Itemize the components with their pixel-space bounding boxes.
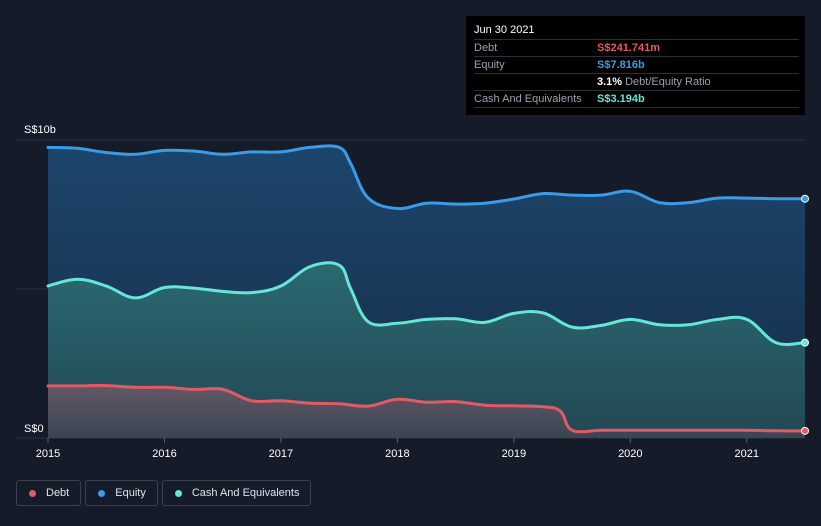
y-axis-top-label: S$10b: [24, 124, 56, 136]
tooltip-row-ratio: 3.1% Debt/Equity Ratio: [474, 74, 799, 91]
tooltip-ratio-label: Debt/Equity Ratio: [625, 76, 711, 88]
series-end-markers: [801, 194, 809, 435]
tooltip-label: Equity: [474, 59, 505, 71]
x-tick-label-2017: 2017: [269, 448, 293, 460]
line-debt: [46, 384, 807, 434]
tooltip-date: Jun 30 2021: [474, 22, 799, 40]
tooltip-value-cash: S$3.194b: [597, 93, 645, 105]
x-tick-label-2016: 2016: [152, 448, 176, 460]
line-equity: [46, 144, 807, 211]
legend-item-equity[interactable]: Equity: [85, 480, 158, 506]
tooltip-row-equity: Equity S$7.816b: [474, 57, 799, 74]
tooltip-row-cash: Cash And Equivalents S$3.194b: [474, 91, 799, 108]
series-areas: [48, 145, 805, 438]
end-marker-equity: [801, 194, 809, 203]
end-marker-debt: [801, 426, 809, 435]
legend-label: Equity: [115, 487, 146, 499]
legend-dot-icon: [174, 489, 182, 497]
end-marker-cash-and-equivalents: [801, 338, 809, 347]
tooltip-row-debt: Debt S$241.741m: [474, 40, 799, 57]
x-tick-label-2019: 2019: [502, 448, 526, 460]
tooltip-value-debt: S$241.741m: [597, 42, 660, 54]
legend: Debt Equity Cash And Equivalents: [16, 480, 312, 506]
y-axis-bottom-label: S$0: [24, 423, 44, 435]
legend-dot-icon: [29, 489, 36, 497]
tooltip-value-ratio: 3.1%: [597, 76, 623, 88]
tooltip-value-equity: S$7.816b: [597, 59, 645, 71]
legend-label: Cash And Equivalents: [191, 487, 300, 499]
legend-label: Debt: [46, 487, 70, 499]
legend-item-cash[interactable]: Cash And Equivalents: [161, 480, 312, 506]
series-lines: [46, 144, 807, 434]
x-tick-label-2021: 2021: [735, 448, 759, 460]
x-axis: 2015 2016 2017 2018 2019 2020 2021: [36, 438, 759, 460]
chart-area: 2015 2016 2017 2018 2019 2020 2021 S$10b S$0: [16, 124, 809, 460]
x-tick-label-2015: 2015: [36, 448, 60, 460]
line-cash-and-equivalents: [46, 261, 807, 346]
x-tick-label-2018: 2018: [385, 448, 409, 460]
legend-dot-icon: [98, 489, 106, 497]
tooltip-panel: Jun 30 2021 Debt S$241.741m Equity S$7.8…: [466, 16, 805, 115]
tooltip-label: Cash And Equivalents: [474, 93, 582, 105]
tooltip-label: [474, 74, 597, 90]
legend-item-debt[interactable]: Debt: [16, 480, 82, 506]
tooltip-label: Debt: [474, 42, 498, 54]
area-debt: [48, 385, 805, 438]
x-tick-label-2020: 2020: [618, 448, 642, 460]
